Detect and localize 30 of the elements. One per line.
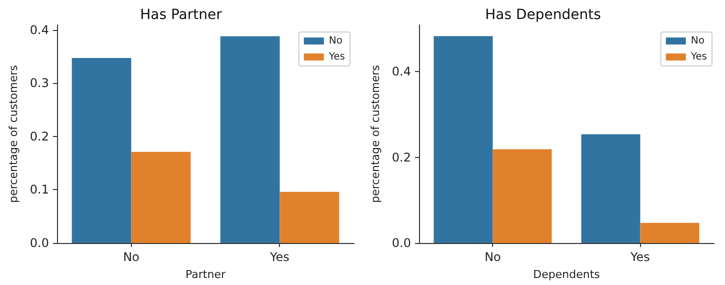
y-tick-label: 0.3 [30,76,49,90]
x-tick-label: No [484,250,501,264]
x-tick-label: No [123,250,140,264]
y-tick-label: 0.2 [392,150,411,164]
chart-title: Has Partner [140,7,222,23]
y-axis-title: percentage of customers [7,64,20,203]
bar [131,152,191,243]
x-axis-title: Dependents [533,268,600,281]
y-tick-label: 0.0 [392,236,411,250]
x-axis-title: Partner [186,268,226,281]
chart-title: Has Dependents [485,7,601,23]
bar [434,36,493,243]
y-tick-label: 0.0 [30,236,49,250]
x-tick-label: Yes [630,250,650,264]
legend-label: No [328,36,342,46]
y-tick-label: 0.2 [30,129,49,144]
bar [280,192,340,243]
legend-label: No [690,36,704,46]
bar [220,36,280,243]
bar [492,149,552,243]
y-tick-label: 0.4 [30,22,49,37]
y-tick-label: 0.1 [30,182,49,197]
y-tick-label: 0.4 [392,64,411,79]
y-axis-title: percentage of customers [369,64,382,203]
bar [640,222,700,243]
bar [72,58,132,243]
x-tick-label: Yes [269,250,290,264]
legend-label: Yes [690,52,708,62]
legend-label: Yes [328,52,346,62]
bar [581,134,640,243]
